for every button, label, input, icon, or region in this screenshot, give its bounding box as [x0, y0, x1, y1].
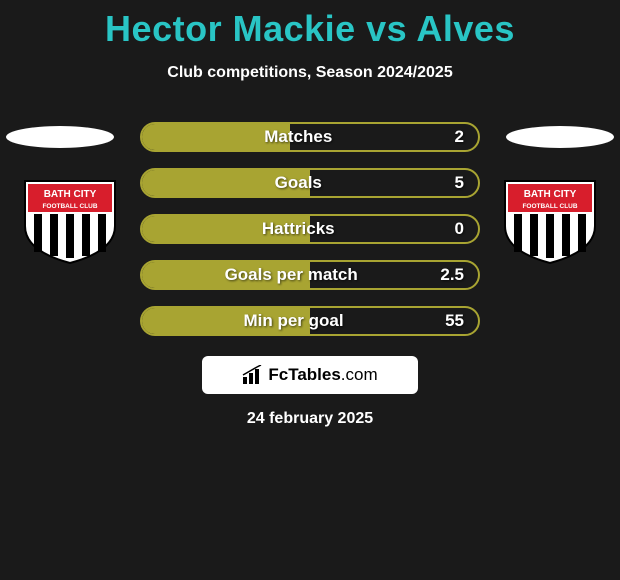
club-badge-right: BATH CITY FOOTBALL CLUB [500, 176, 600, 264]
brand-light: .com [341, 365, 378, 384]
stat-row: Matches 2 [140, 122, 480, 152]
date-text: 24 february 2025 [0, 410, 620, 428]
badge-text-bottom: FOOTBALL CLUB [42, 203, 97, 210]
badge-text-top: BATH CITY [524, 189, 577, 200]
chart-icon [242, 365, 264, 385]
badge-text-top: BATH CITY [44, 189, 97, 200]
stat-value: 2.5 [440, 265, 478, 285]
subtitle: Club competitions, Season 2024/2025 [0, 64, 620, 82]
stat-value: 5 [455, 173, 478, 193]
badge-text-bottom: FOOTBALL CLUB [522, 203, 577, 210]
shield-icon: BATH CITY FOOTBALL CLUB [20, 176, 120, 264]
stat-label: Hattricks [142, 219, 455, 239]
brand-text: FcTables.com [268, 365, 377, 385]
page-title: Hector Mackie vs Alves [0, 0, 620, 50]
shield-icon: BATH CITY FOOTBALL CLUB [500, 176, 600, 264]
stat-label: Min per goal [142, 311, 445, 331]
brand-box: FcTables.com [202, 356, 418, 394]
club-badge-left: BATH CITY FOOTBALL CLUB [20, 176, 120, 264]
stat-row: Min per goal 55 [140, 306, 480, 336]
stat-label: Goals [142, 173, 455, 193]
stats-list: Matches 2 Goals 5 Hattricks 0 Goals per … [140, 122, 480, 336]
stat-value: 55 [445, 311, 478, 331]
stat-row: Goals 5 [140, 168, 480, 198]
stat-row: Goals per match 2.5 [140, 260, 480, 290]
ellipse-left [6, 126, 114, 148]
brand-bold: FcTables [268, 365, 340, 384]
ellipse-right [506, 126, 614, 148]
stat-label: Matches [142, 127, 455, 147]
stat-row: Hattricks 0 [140, 214, 480, 244]
stat-label: Goals per match [142, 265, 440, 285]
stat-value: 0 [455, 219, 478, 239]
stat-value: 2 [455, 127, 478, 147]
